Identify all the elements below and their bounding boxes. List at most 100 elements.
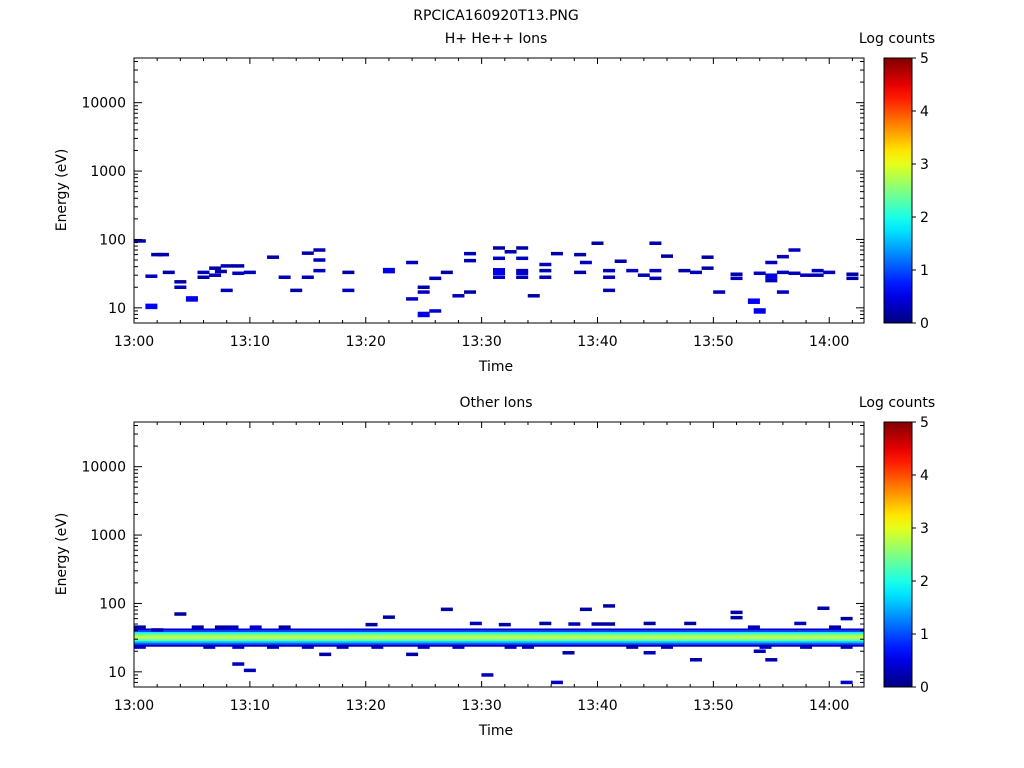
y-tick-label: 100: [99, 232, 126, 248]
count-cell: [417, 285, 430, 289]
count-cell: [493, 269, 505, 276]
count-cell: [382, 267, 395, 274]
count-cell: [840, 680, 853, 685]
count-cell: [661, 645, 674, 649]
count-cell: [267, 255, 280, 259]
count-cell: [191, 625, 204, 629]
count-cell: [684, 621, 697, 626]
count-cell: [133, 645, 146, 649]
count-cell: [313, 258, 326, 262]
count-cell: [794, 621, 807, 626]
y-tick-label: 10000: [81, 96, 126, 112]
colorbar-tick-label: 5: [920, 415, 929, 431]
plot-frame: [133, 421, 865, 688]
count-cell: [365, 622, 378, 627]
band-row: [134, 644, 864, 647]
count-cell: [701, 266, 714, 270]
count-cell: [776, 290, 789, 294]
count-cell: [151, 628, 164, 632]
count-cell: [626, 268, 639, 273]
count-cell: [521, 645, 534, 649]
colorbar-tick-label: 2: [920, 574, 929, 590]
count-cell: [661, 254, 674, 258]
count-cell: [603, 268, 616, 273]
panel-other-ions: Other Ions 13:00 13:10 13:20 13:30 13:40 13:5…: [54, 395, 935, 739]
count-cell: [527, 294, 540, 298]
count-cell: [562, 651, 575, 655]
count-cell: [493, 256, 505, 261]
count-cell: [689, 658, 702, 662]
count-cell: [174, 612, 187, 616]
count-cell: [753, 649, 766, 653]
count-cell: [145, 274, 158, 278]
count-cell: [765, 260, 778, 265]
count-cell: [730, 272, 743, 276]
count-cell: [626, 645, 639, 649]
count-cell: [342, 288, 355, 293]
count-cell: [811, 273, 824, 277]
panel-title: H+ He++ Ions: [445, 31, 548, 47]
count-cell: [156, 252, 169, 257]
count-cell: [429, 309, 442, 313]
colorbar-tick-label: 4: [920, 104, 929, 120]
axes: 13:00 13:10 13:20 13:30 13:40 13:50 14:00 10 100…: [81, 58, 864, 350]
count-cell: [840, 616, 853, 621]
x-tick-label: 13:00: [114, 334, 154, 350]
x-tick-label: 13:00: [114, 698, 154, 714]
count-cell: [603, 604, 616, 608]
count-cell: [278, 625, 291, 629]
count-cell: [811, 268, 824, 273]
count-cell: [637, 273, 650, 277]
colorbar: [883, 421, 913, 688]
count-cell: [301, 275, 314, 279]
y-tick-label: 10: [108, 301, 126, 317]
count-cell: [249, 625, 262, 629]
x-tick-label: 13:20: [346, 698, 386, 714]
band-row: [134, 635, 864, 638]
count-cell: [464, 258, 477, 263]
count-cell: [498, 622, 511, 627]
panel-title: Other Ions: [459, 395, 532, 411]
band-row: [134, 628, 864, 631]
x-tick-label: 13:30: [461, 698, 501, 714]
count-cell: [504, 645, 517, 649]
x-axis-label: Time: [478, 359, 513, 375]
count-cell: [603, 275, 616, 279]
count-cell: [209, 273, 222, 277]
x-tick-label: 14:00: [809, 334, 849, 350]
count-cell: [516, 271, 529, 276]
count-cell: [243, 270, 256, 275]
band-row: [134, 642, 864, 645]
y-tick-label: 10: [108, 665, 126, 681]
count-cell: [516, 275, 529, 279]
count-cell: [429, 276, 442, 281]
colorbar-ticks: 0 1 2 3 4 5: [912, 51, 929, 332]
count-cell: [574, 270, 587, 275]
count-cell: [382, 615, 395, 619]
count-cell: [481, 673, 494, 677]
count-cell: [493, 246, 505, 250]
band-row: [134, 639, 864, 641]
count-cell: [232, 662, 245, 666]
count-cell: [603, 288, 616, 293]
count-cell: [539, 268, 552, 273]
y-tick-label: 1000: [90, 164, 126, 180]
count-cell: [829, 625, 842, 629]
count-cell: [406, 297, 419, 301]
count-cell: [469, 621, 482, 626]
colorbar-tick-label: 1: [920, 627, 929, 643]
count-cell: [776, 270, 789, 275]
count-cell: [301, 645, 314, 649]
count-cell: [747, 298, 760, 304]
colorbar-tick-label: 0: [920, 316, 929, 332]
count-cell: [591, 241, 604, 245]
x-tick-label: 14:00: [809, 698, 849, 714]
count-cell: [232, 645, 245, 649]
colorbar-tick-label: 3: [920, 521, 929, 537]
count-cell: [765, 273, 778, 279]
count-cell: [516, 246, 529, 250]
count-cell: [319, 652, 332, 657]
count-cell: [846, 276, 859, 281]
count-cell: [765, 278, 778, 283]
